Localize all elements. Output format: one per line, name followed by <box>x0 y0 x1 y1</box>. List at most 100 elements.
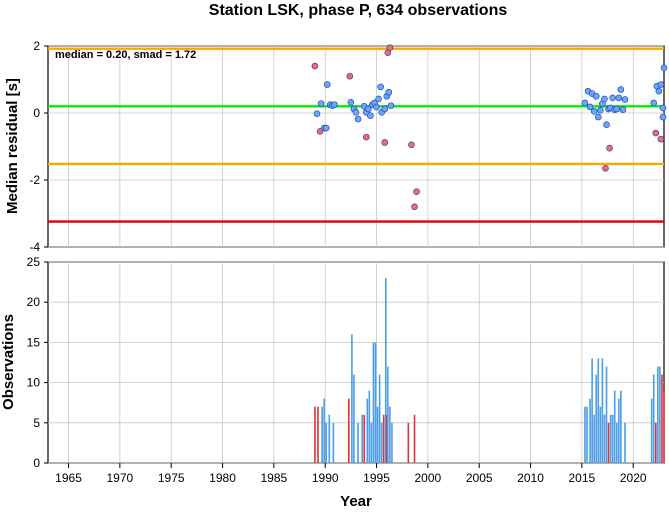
residual-point <box>657 81 665 88</box>
observation-bar <box>372 342 375 463</box>
bottom-x-ticks: 1965 1970 1975 1980 1985 1990 1995 2000 2005 2010… <box>55 463 647 485</box>
residual-point <box>387 102 395 109</box>
observation-bar <box>613 390 616 463</box>
residual-point <box>613 105 621 113</box>
observation-bar <box>652 374 655 463</box>
observation-bar <box>380 422 383 463</box>
x-tick-label: 1995 <box>363 471 390 485</box>
bottom-y-tick-label: 15 <box>27 335 41 349</box>
top-y-tick-label: -2 <box>29 173 40 187</box>
observation-bar <box>366 398 369 463</box>
bottom-grid <box>48 261 664 464</box>
residual-point <box>365 105 372 113</box>
x-tick-label: 1970 <box>107 471 134 485</box>
residual-point <box>367 112 374 119</box>
observation-bar <box>332 422 335 463</box>
residual-point <box>347 98 355 106</box>
residual-point <box>660 64 668 72</box>
residual-point <box>594 113 602 121</box>
top-y-tick-label: -4 <box>29 240 40 254</box>
outlier-bar <box>407 422 410 463</box>
residual-point <box>581 99 589 107</box>
observation-bar <box>620 390 622 463</box>
outlier-point <box>311 62 319 70</box>
residual-point <box>603 121 610 129</box>
bottom-y-tick-label: 0 <box>33 456 40 470</box>
observation-bar <box>603 414 606 463</box>
outlier-bar <box>363 414 366 463</box>
residual-point <box>601 95 608 103</box>
outlier-bar <box>607 422 610 463</box>
top-panel: 2 0 -2 -4 median = 0.20, smad = 1.72 Median… <box>4 39 668 254</box>
bottom-plot-frame <box>47 261 665 464</box>
x-tick-label: 2020 <box>620 471 647 485</box>
residual-point <box>313 110 321 117</box>
bottom-y-tick-label: 10 <box>27 376 41 390</box>
x-tick-label: 2010 <box>517 471 544 485</box>
residual-point <box>331 101 338 108</box>
observation-bar <box>650 398 653 463</box>
top-reference-lines <box>48 47 664 223</box>
observation-bar <box>361 414 363 463</box>
observation-bar <box>624 422 626 463</box>
outlier-point <box>346 72 354 80</box>
x-tick-label: 1980 <box>209 471 236 485</box>
x-tick-label: 2005 <box>466 471 493 485</box>
outlier-point <box>362 133 370 141</box>
residual-point <box>621 96 629 103</box>
top-points <box>311 44 668 211</box>
observation-bar <box>591 358 593 463</box>
outlier-bar <box>663 390 665 463</box>
bottom-y-ticks: 0 5 10 15 20 25 <box>27 255 48 470</box>
residual-point <box>381 105 389 113</box>
observation-bar <box>353 374 355 463</box>
observation-bar <box>328 414 331 463</box>
bottom-y-tick-label: 25 <box>27 255 41 269</box>
observation-bar <box>597 358 600 463</box>
residual-point <box>659 104 667 112</box>
residual-point <box>650 99 658 107</box>
outlier-point <box>413 188 420 196</box>
top-grid <box>48 45 664 248</box>
observation-bar <box>323 398 325 463</box>
observation-bar <box>391 422 393 463</box>
observation-bar <box>378 374 381 463</box>
observation-bar <box>605 366 608 463</box>
observation-bar <box>351 334 353 463</box>
observation-bar <box>615 422 618 463</box>
top-y-axis-label: Median residual [s] <box>4 78 21 214</box>
bottom-panel: 0 5 10 15 20 25 1965 1970 1975 1980 1985 1990 1995 2… <box>0 255 665 510</box>
observation-bar <box>618 398 620 463</box>
residual-point <box>655 87 663 95</box>
observation-bar <box>611 414 614 463</box>
observation-bar <box>370 422 373 463</box>
observation-bar <box>593 414 595 463</box>
observation-bar <box>586 406 588 463</box>
residual-point <box>609 94 616 102</box>
top-y-ticks: 2 0 -2 -4 <box>29 39 48 254</box>
observation-bar <box>601 358 604 463</box>
observation-bar <box>659 366 661 463</box>
observation-bar <box>609 414 612 463</box>
outlier-point <box>381 139 389 146</box>
residual-point <box>619 106 627 113</box>
residual-point <box>590 108 598 115</box>
residual-point <box>354 115 362 123</box>
residual-point <box>385 88 393 96</box>
observation-bar <box>595 374 598 463</box>
outlier-point <box>652 129 660 137</box>
observation-bar <box>584 406 586 463</box>
x-tick-label: 1975 <box>158 471 185 485</box>
bottom-y-tick-label: 5 <box>33 416 40 430</box>
outlier-point <box>602 164 609 172</box>
observation-bar <box>657 366 659 463</box>
outlier-bar <box>386 414 388 463</box>
observation-bar <box>589 398 591 463</box>
residual-point <box>615 94 623 102</box>
bottom-y-axis-label: Observations <box>0 314 17 410</box>
x-tick-label: 1990 <box>312 471 339 485</box>
x-axis-label: Year <box>340 493 372 510</box>
outlier-bar <box>348 398 350 463</box>
observation-bar <box>384 278 387 463</box>
outlier-point <box>386 44 394 51</box>
